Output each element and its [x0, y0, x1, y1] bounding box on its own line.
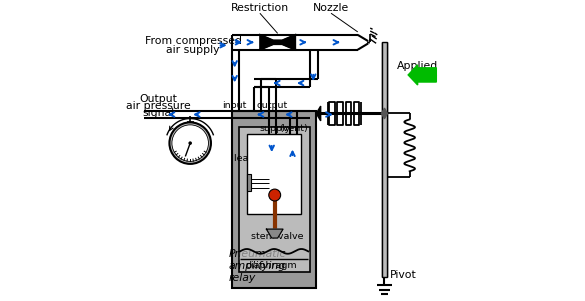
Text: air supply: air supply: [166, 45, 220, 55]
Polygon shape: [260, 35, 295, 50]
Text: Output: Output: [139, 94, 177, 104]
Circle shape: [172, 125, 208, 161]
Circle shape: [170, 123, 211, 164]
Text: output: output: [256, 101, 287, 110]
Text: amplifying: amplifying: [229, 261, 286, 271]
Text: force: force: [411, 71, 438, 81]
Text: supply: supply: [260, 124, 291, 133]
Text: input: input: [222, 101, 247, 110]
Circle shape: [269, 189, 281, 201]
Polygon shape: [316, 106, 321, 121]
Text: diaphragm: diaphragm: [246, 261, 298, 270]
Bar: [246, 134, 301, 214]
Text: Applied: Applied: [397, 61, 438, 71]
Text: stem valve: stem valve: [252, 232, 304, 241]
Bar: [232, 110, 316, 288]
Text: air pressure: air pressure: [126, 101, 191, 111]
Text: (vent): (vent): [278, 124, 308, 133]
Text: Pivot: Pivot: [390, 270, 417, 280]
Text: leaf spring: leaf spring: [234, 154, 284, 163]
Text: signal: signal: [142, 108, 174, 119]
Text: Nozzle: Nozzle: [313, 3, 349, 13]
Polygon shape: [381, 108, 387, 119]
Text: From compressed: From compressed: [144, 36, 242, 46]
Text: ball: ball: [282, 189, 300, 198]
Text: Restriction: Restriction: [231, 3, 289, 13]
Text: Pneumatic: Pneumatic: [229, 249, 286, 259]
Circle shape: [188, 141, 192, 145]
FancyArrow shape: [408, 65, 436, 85]
Text: relay: relay: [229, 273, 256, 283]
Bar: [247, 174, 251, 191]
Polygon shape: [266, 229, 283, 238]
Bar: [239, 127, 309, 272]
Bar: [382, 42, 387, 277]
